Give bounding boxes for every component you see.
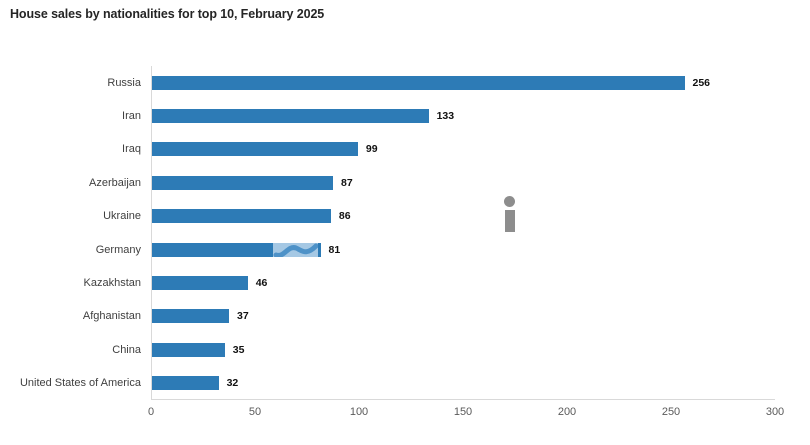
value-label: 32 — [226, 377, 239, 390]
chart-row: Russia 256 — [0, 66, 810, 99]
value-label: 133 — [436, 110, 455, 123]
bar-ukraine[interactable] — [152, 209, 331, 224]
chart-row: United States of America 32 — [0, 367, 810, 400]
chart-row: Ukraine 86 — [0, 200, 810, 233]
bar-rows: Russia 256 Iran 133 Iraq 99 Azerbaijan 87 Ukrain… — [0, 66, 810, 400]
value-label: 35 — [232, 343, 245, 356]
x-tick-label: 300 — [765, 406, 785, 418]
value-label: 99 — [365, 143, 378, 156]
x-tick-label: 200 — [557, 406, 577, 418]
watermark-overlay — [273, 242, 318, 257]
x-tick-label: 150 — [453, 406, 473, 418]
bar-russia[interactable] — [152, 75, 685, 90]
bar-azerbaijan[interactable] — [152, 175, 333, 190]
category-label: Azerbaijan — [89, 176, 141, 189]
category-label: Afghanistan — [82, 310, 141, 323]
info-icon-stem — [504, 210, 515, 232]
category-label: China — [112, 343, 141, 356]
x-tick-label: 250 — [661, 406, 681, 418]
bar-germany[interactable] — [152, 242, 321, 257]
value-label: 256 — [692, 76, 711, 89]
chart-row: Kazakhstan 46 — [0, 266, 810, 299]
category-label: Kazakhstan — [83, 277, 141, 290]
info-icon[interactable] — [503, 196, 516, 234]
category-label: Iraq — [122, 143, 141, 156]
chart-row: Iran 133 — [0, 99, 810, 132]
bar-iran[interactable] — [152, 109, 429, 124]
category-label: Ukraine — [103, 210, 141, 223]
info-icon-dot — [504, 196, 515, 207]
chart-row: Azerbaijan 87 — [0, 166, 810, 199]
category-label: Iran — [122, 110, 141, 123]
value-label: 46 — [255, 277, 268, 290]
plot-area — [151, 66, 775, 400]
value-label: 86 — [338, 210, 351, 223]
chart-row: Germany 81 — [0, 233, 810, 266]
chart-row: China 35 — [0, 333, 810, 366]
value-label: 37 — [237, 310, 249, 323]
category-label: Russia — [107, 76, 141, 89]
bar-united-states-of-america[interactable] — [152, 376, 219, 391]
chart-title: House sales by nationalities for top 10,… — [10, 7, 325, 21]
category-label: Germany — [95, 243, 141, 256]
bar-china[interactable] — [152, 342, 225, 357]
x-tick-label: 50 — [248, 406, 262, 418]
x-axis: 0 50 100 150 200 250 300 — [0, 406, 810, 426]
bar-kazakhstan[interactable] — [152, 276, 248, 291]
value-label: 87 — [341, 176, 353, 189]
category-label: United States of America — [19, 377, 141, 390]
chart-row: Iraq 99 — [0, 133, 810, 166]
value-label: 81 — [328, 243, 341, 256]
chart-row: Afghanistan 37 — [0, 300, 810, 333]
bar-iraq[interactable] — [152, 142, 358, 157]
x-tick-label: 100 — [349, 406, 369, 418]
x-tick-label: 0 — [147, 406, 155, 418]
bar-afghanistan[interactable] — [152, 309, 229, 324]
